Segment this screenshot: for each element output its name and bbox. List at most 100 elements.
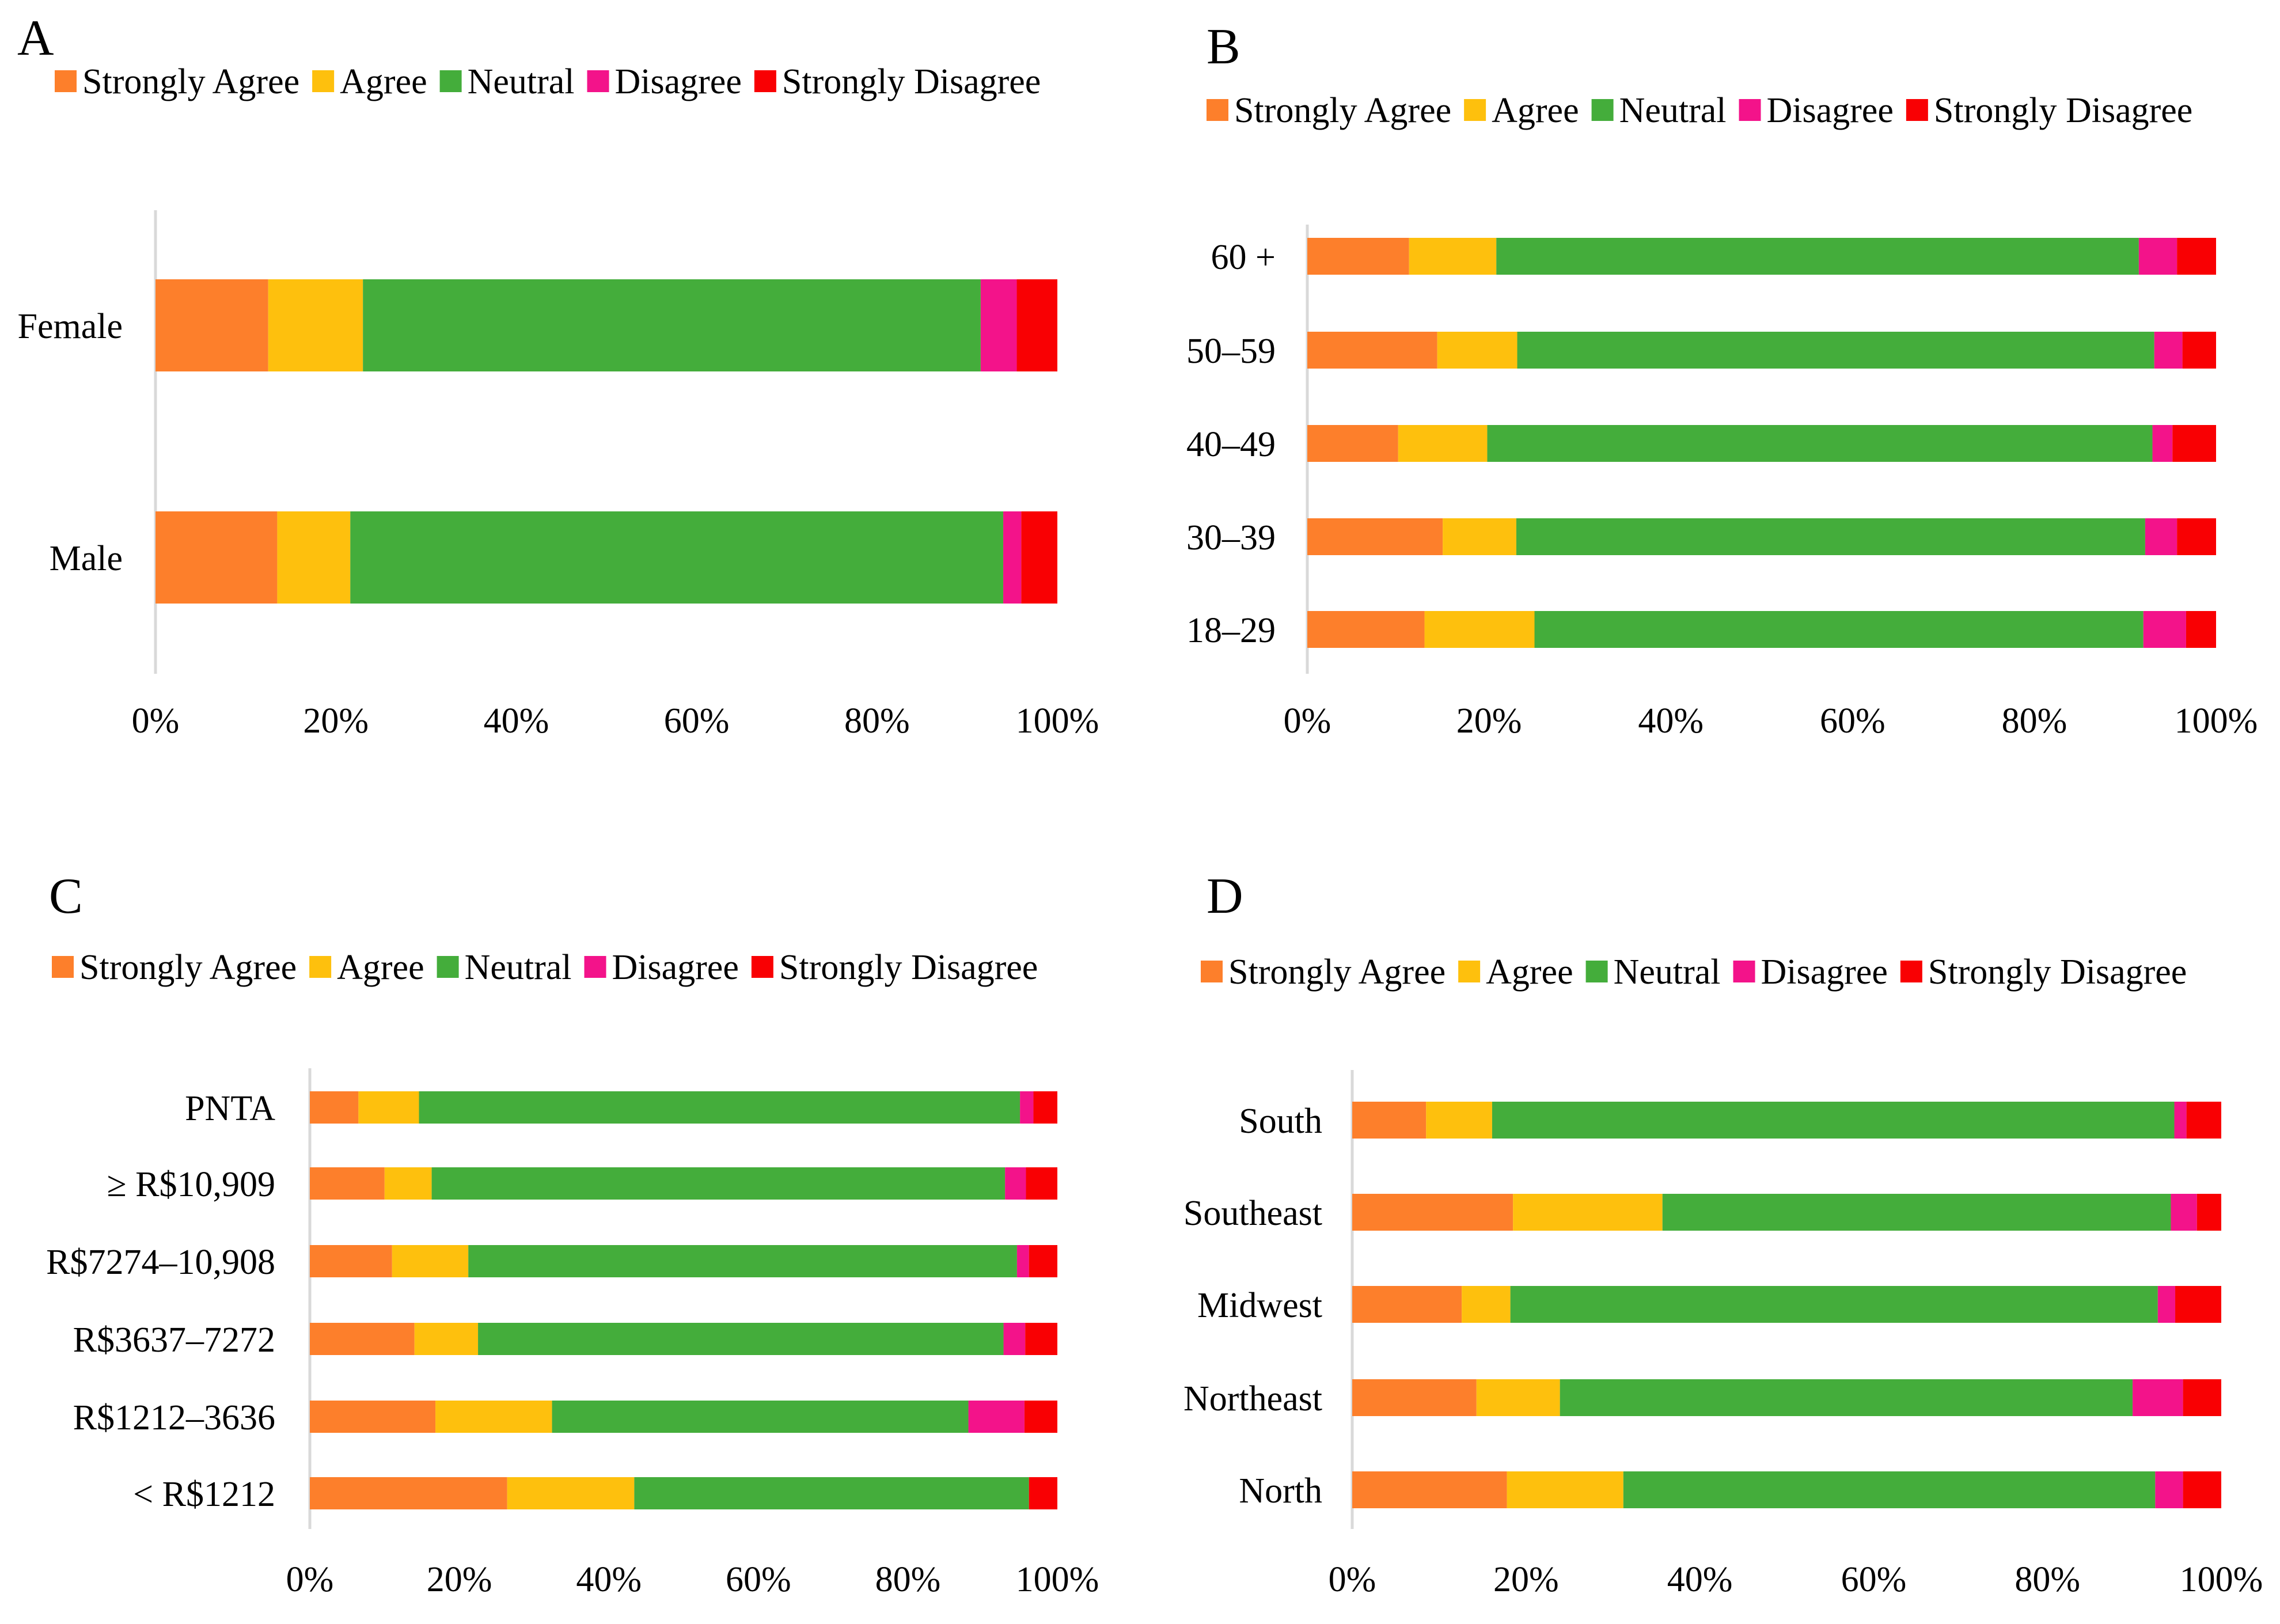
x-tick-label: 40% bbox=[1638, 701, 1704, 741]
bar-segment-neutral bbox=[431, 1167, 1006, 1200]
bar-segment-neutral bbox=[419, 1091, 1021, 1124]
bar-segment-neutral bbox=[1534, 611, 2144, 648]
x-tick-label: 40% bbox=[576, 1560, 642, 1599]
bar-row-r-7274-10-908: R$7274–10,908 bbox=[46, 1243, 1057, 1282]
legend-item-agree: Agree bbox=[1458, 953, 1573, 992]
legend-label-disagree: Disagree bbox=[615, 62, 742, 101]
x-tick-label: 0% bbox=[1284, 701, 1331, 741]
legend-label-strongly-agree: Strongly Agree bbox=[1234, 91, 1451, 130]
bar-segment-agree bbox=[1513, 1194, 1663, 1231]
bar-segment-disagree bbox=[1020, 1091, 1034, 1124]
x-tick-label: 80% bbox=[2015, 1560, 2080, 1599]
legend: Strongly Agree Agree Neutral Disagree Strong… bbox=[1207, 91, 2192, 130]
x-tick-label: 0% bbox=[286, 1560, 334, 1599]
bar-segment-neutral bbox=[468, 1245, 1017, 1277]
category-label: South bbox=[1239, 1102, 1322, 1141]
bar-segment-strongly-agree bbox=[310, 1091, 359, 1124]
category-label: Female bbox=[18, 307, 123, 346]
legend-item-strongly-disagree: Strongly Disagree bbox=[1900, 953, 2187, 992]
legend-swatch-agree bbox=[1458, 961, 1481, 982]
category-label: PNTA bbox=[185, 1089, 275, 1128]
bar-row-northeast: Northeast bbox=[1183, 1379, 2221, 1418]
bar-segment-neutral bbox=[363, 279, 981, 371]
legend-item-agree: Agree bbox=[309, 948, 424, 987]
bar-segment-agree bbox=[392, 1245, 469, 1277]
legend-swatch-strongly-disagree bbox=[751, 956, 773, 978]
bar-segment-strongly-disagree bbox=[1025, 1323, 1057, 1355]
legend-label-strongly-agree: Strongly Agree bbox=[1228, 953, 1446, 992]
bar-segment-strongly-disagree bbox=[2186, 611, 2216, 648]
bar-segment-disagree bbox=[2152, 425, 2173, 462]
legend-swatch-agree bbox=[1464, 99, 1486, 121]
legend-label-neutral: Neutral bbox=[465, 948, 572, 987]
legend-swatch-strongly-agree bbox=[52, 956, 74, 978]
x-tick-label: 60% bbox=[726, 1560, 791, 1599]
legend-label-strongly-agree: Strongly Agree bbox=[82, 62, 299, 101]
category-label: 18–29 bbox=[1186, 611, 1276, 650]
legend-label-disagree: Disagree bbox=[1761, 953, 1888, 992]
bar-row-18-29: 18–29 bbox=[1186, 611, 2216, 650]
legend-item-strongly-agree: Strongly Agree bbox=[55, 62, 299, 101]
x-axis-ticks: 0% 20% 40% 60% 80% 100% bbox=[286, 1560, 1099, 1599]
bar-segment-strongly-disagree bbox=[2183, 1471, 2221, 1508]
legend-item-disagree: Disagree bbox=[1733, 953, 1888, 992]
bar-row-60: 60 + bbox=[1211, 238, 2216, 277]
bar-segment-agree bbox=[358, 1091, 419, 1124]
panel-letter-b: B bbox=[1207, 19, 1240, 75]
bar-segment-strongly-agree bbox=[1352, 1194, 1513, 1231]
legend-swatch-disagree bbox=[1739, 99, 1761, 121]
x-tick-label: 100% bbox=[2175, 701, 2258, 741]
legend-swatch-agree bbox=[312, 70, 335, 92]
bar-segment-neutral bbox=[552, 1401, 969, 1433]
x-tick-label: 100% bbox=[1016, 701, 1099, 741]
bar-row-r-1212-3636: R$1212–3636 bbox=[73, 1398, 1057, 1437]
category-label: 40–49 bbox=[1186, 425, 1276, 464]
legend-label-agree: Agree bbox=[337, 948, 424, 987]
legend-item-disagree: Disagree bbox=[587, 62, 742, 101]
bar-segment-strongly-disagree bbox=[1024, 1401, 1057, 1433]
bar-segment-disagree bbox=[2133, 1379, 2183, 1416]
category-label: North bbox=[1239, 1471, 1322, 1511]
bar-segment-strongly-agree bbox=[310, 1245, 392, 1277]
legend-item-strongly-disagree: Strongly Disagree bbox=[754, 62, 1041, 101]
bar-segment-neutral bbox=[350, 511, 1004, 604]
legend-swatch-disagree bbox=[584, 956, 606, 978]
bar-segment-strongly-agree bbox=[1307, 518, 1443, 555]
chart-panel-b: B Strongly Agree Agree Neutral Disagree Stron… bbox=[1186, 19, 2258, 741]
category-label: R$7274–10,908 bbox=[46, 1243, 275, 1282]
x-tick-label: 40% bbox=[484, 701, 549, 741]
bar-segment-neutral bbox=[1492, 1102, 2175, 1139]
legend-label-agree: Agree bbox=[340, 62, 427, 101]
bar-segment-strongly-disagree bbox=[2175, 1286, 2221, 1323]
x-tick-label: 60% bbox=[1820, 701, 1886, 741]
bar-segment-neutral bbox=[1623, 1471, 2156, 1508]
bar-segment-neutral bbox=[1517, 332, 2154, 369]
legend: Strongly Agree Agree Neutral Disagree Strong… bbox=[55, 62, 1041, 101]
legend-label-strongly-disagree: Strongly Disagree bbox=[779, 948, 1038, 987]
bar-segment-strongly-agree bbox=[1352, 1102, 1427, 1139]
legend-swatch-neutral bbox=[437, 956, 459, 978]
bar-row-pnta: PNTA bbox=[185, 1089, 1057, 1128]
legend-item-agree: Agree bbox=[312, 62, 427, 101]
bar-segment-disagree bbox=[1003, 1323, 1026, 1355]
bar-segment-agree bbox=[1426, 1102, 1492, 1139]
bar-row-40-49: 40–49 bbox=[1186, 425, 2216, 464]
x-axis-ticks: 0% 20% 40% 60% 80% 100% bbox=[132, 701, 1099, 741]
legend-swatch-strongly-disagree bbox=[754, 70, 776, 92]
bar-segment-disagree bbox=[2145, 518, 2177, 555]
bar-row-midwest: Midwest bbox=[1197, 1286, 2221, 1325]
bar-segment-agree bbox=[1424, 611, 1535, 648]
legend-swatch-disagree bbox=[1733, 961, 1755, 982]
bar-segment-agree bbox=[384, 1167, 432, 1200]
bar-segment-strongly-agree bbox=[1307, 332, 1437, 369]
legend-swatch-strongly-agree bbox=[1207, 99, 1228, 121]
bar-segment-disagree bbox=[2155, 1471, 2183, 1508]
panel-letter-a: A bbox=[17, 10, 54, 66]
bar-segment-disagree bbox=[2143, 611, 2186, 648]
legend-label-strongly-agree: Strongly Agree bbox=[79, 948, 297, 987]
category-label: Male bbox=[50, 539, 123, 578]
x-tick-label: 60% bbox=[1841, 1560, 1907, 1599]
legend-label-strongly-disagree: Strongly Disagree bbox=[782, 62, 1041, 101]
legend-item-disagree: Disagree bbox=[1739, 91, 1894, 130]
